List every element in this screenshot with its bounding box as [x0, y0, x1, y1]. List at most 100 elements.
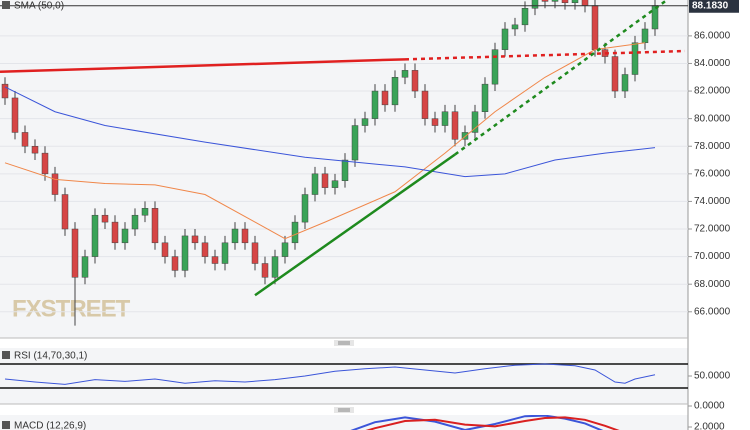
- candle-body: [1, 83, 9, 99]
- candle-body: [521, 8, 529, 26]
- candle-body: [111, 221, 119, 244]
- y-tick-label: 72.0000: [694, 224, 731, 235]
- candle-body: [221, 242, 229, 264]
- candle-body: [541, 0, 549, 2]
- candle-body: [561, 0, 569, 4]
- trendline: [0, 58, 406, 73]
- panel-content: [0, 363, 688, 389]
- y-tick-label: 50.0000: [694, 371, 731, 382]
- candle-body: [611, 56, 619, 92]
- candle-body: [481, 83, 489, 112]
- rsi-panel: [0, 348, 688, 404]
- y-tick-label: 80.0000: [694, 113, 731, 124]
- moving-average: [4, 42, 646, 240]
- candle-body: [251, 242, 259, 264]
- candle-body: [281, 242, 289, 257]
- candle-body: [641, 28, 649, 44]
- indicator-label: RSI (14,70,30,1): [14, 351, 87, 362]
- candle-body: [361, 118, 369, 126]
- candle-body: [171, 256, 179, 271]
- y-tick-label: 78.0000: [694, 141, 731, 152]
- candle-body: [291, 221, 299, 244]
- y-tick-label: 82.0000: [694, 86, 731, 97]
- candle-body: [31, 145, 39, 154]
- candle-body: [301, 194, 309, 223]
- candle-body: [381, 90, 389, 106]
- indicator-line: [365, 416, 620, 430]
- y-tick-label: 76.0000: [694, 168, 731, 179]
- candle-body: [431, 118, 439, 126]
- candle-body: [241, 228, 249, 244]
- candle-body: [351, 125, 359, 161]
- y-tick-label: 66.0000: [694, 306, 731, 317]
- indicator-icon: [2, 1, 10, 9]
- candle-body: [461, 132, 469, 140]
- candle-body: [631, 42, 639, 75]
- indicator-label: MACD (12,26,9): [14, 421, 86, 430]
- y-tick-label: 2.0000: [694, 422, 725, 430]
- y-tick-label: 70.0000: [694, 251, 731, 262]
- candle-body: [91, 214, 99, 257]
- candle-body: [81, 256, 89, 278]
- watermark: FXSTREET: [12, 295, 131, 322]
- candle-body: [271, 256, 279, 278]
- candle-body: [201, 242, 209, 257]
- candle-body: [71, 228, 79, 278]
- candle-body: [131, 214, 139, 230]
- panel-content: [0, 0, 688, 326]
- candle-body: [61, 194, 69, 230]
- candle-body: [531, 0, 539, 9]
- candle-body: [41, 152, 49, 175]
- candle-body: [501, 28, 509, 50]
- candle-body: [141, 208, 149, 216]
- candle-body: [121, 228, 129, 244]
- candle-body: [451, 111, 459, 140]
- candle-body: [591, 5, 599, 50]
- y-tick-label: 0.0000: [694, 401, 725, 412]
- indicator-label: SMA (50,0): [14, 1, 64, 12]
- trendline: [404, 49, 686, 61]
- candle-body: [411, 70, 419, 92]
- candle-body: [331, 180, 339, 188]
- candle-body: [491, 49, 499, 85]
- resize-handle[interactable]: [334, 340, 354, 346]
- candle-body: [321, 173, 329, 188]
- candle-body: [551, 0, 559, 2]
- candle-body: [261, 263, 269, 278]
- candle-body: [371, 90, 379, 119]
- candle-body: [211, 256, 219, 264]
- price-tag: [689, 0, 739, 13]
- indicator-icon: [2, 421, 10, 429]
- candle-body: [191, 235, 199, 244]
- candle-body: [581, 0, 589, 6]
- candle-body: [391, 77, 399, 106]
- indicator-icon: [2, 351, 10, 359]
- candle-body: [161, 242, 169, 257]
- candle-body: [311, 173, 319, 195]
- candle-body: [11, 97, 19, 133]
- panel-content: [350, 415, 620, 430]
- y-tick-label: 84.0000: [694, 58, 731, 69]
- candle-body: [511, 24, 519, 30]
- trendline: [454, 0, 666, 156]
- candle-body: [401, 70, 409, 78]
- y-tick-label: 74.0000: [694, 196, 731, 207]
- candle-body: [151, 208, 159, 244]
- trendline: [254, 153, 456, 297]
- y-tick-label: 68.0000: [694, 279, 731, 290]
- candle-body: [471, 111, 479, 133]
- candle-body: [231, 228, 239, 244]
- candle-body: [571, 0, 579, 4]
- candle-body: [21, 132, 29, 147]
- price-tag-label: 88.1830: [692, 0, 729, 11]
- candle-body: [51, 173, 59, 195]
- candle-body: [341, 159, 349, 181]
- candle-body: [651, 5, 659, 30]
- candle-body: [441, 111, 449, 126]
- resize-handle[interactable]: [334, 407, 354, 413]
- y-tick-label: 86.0000: [694, 31, 731, 42]
- moving-average: [4, 86, 656, 178]
- indicator-line: [4, 363, 656, 385]
